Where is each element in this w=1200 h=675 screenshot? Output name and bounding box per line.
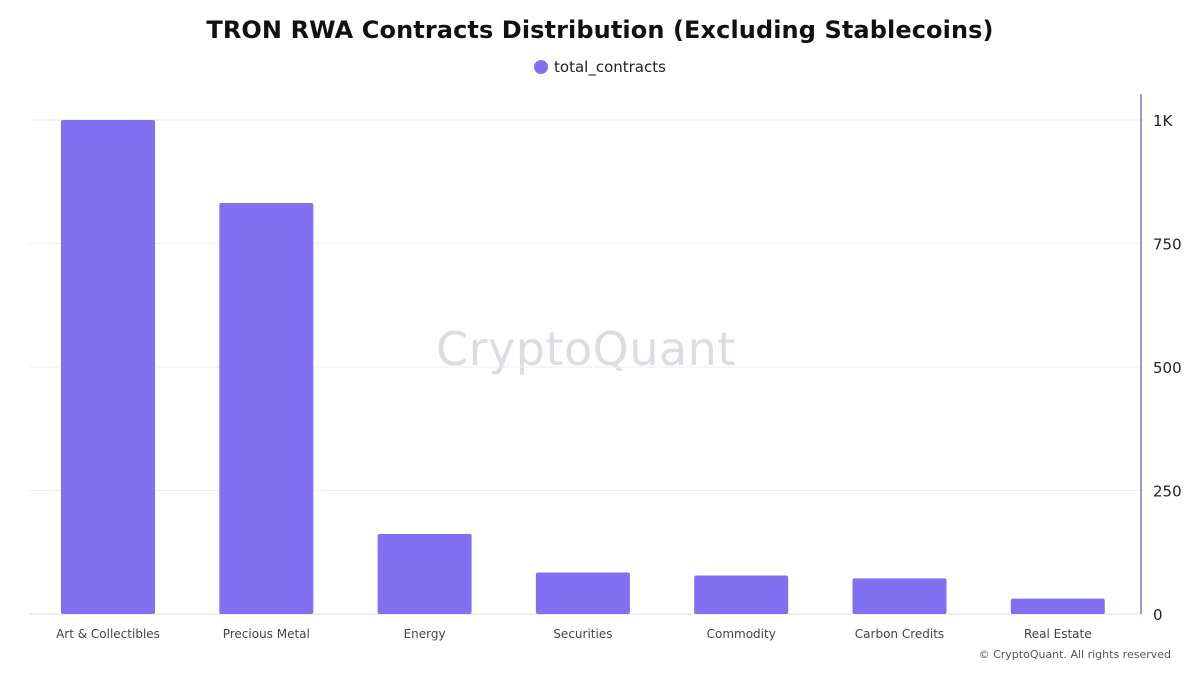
bar — [694, 575, 789, 614]
x-tick-label: Art & Collectibles — [56, 627, 160, 641]
chart-title: TRON RWA Contracts Distribution (Excludi… — [206, 16, 994, 44]
y-tick-label: 750 — [1153, 236, 1182, 254]
x-tick-label: Securities — [553, 627, 612, 641]
bar — [1010, 598, 1105, 614]
bar — [219, 202, 314, 614]
y-tick-label: 500 — [1153, 359, 1182, 377]
y-tick-label: 0 — [1153, 606, 1163, 624]
x-tick-label: Precious Metal — [223, 627, 310, 641]
x-tick-label: Commodity — [707, 627, 776, 641]
legend-swatch — [534, 60, 549, 74]
y-tick-label: 250 — [1153, 483, 1182, 501]
bar — [852, 578, 947, 614]
x-tick-label: Energy — [404, 627, 446, 641]
legend[interactable]: total_contracts — [0, 58, 1200, 76]
bar — [61, 120, 155, 614]
x-tick-label: Carbon Credits — [855, 627, 944, 641]
bar — [535, 572, 630, 614]
y-tick-label: 1K — [1153, 112, 1174, 130]
bar — [377, 533, 472, 614]
copyright-text: © CryptoQuant. All rights reserved — [978, 648, 1171, 661]
legend-label: total_contracts — [554, 58, 666, 76]
x-tick-label: Real Estate — [1024, 627, 1092, 641]
